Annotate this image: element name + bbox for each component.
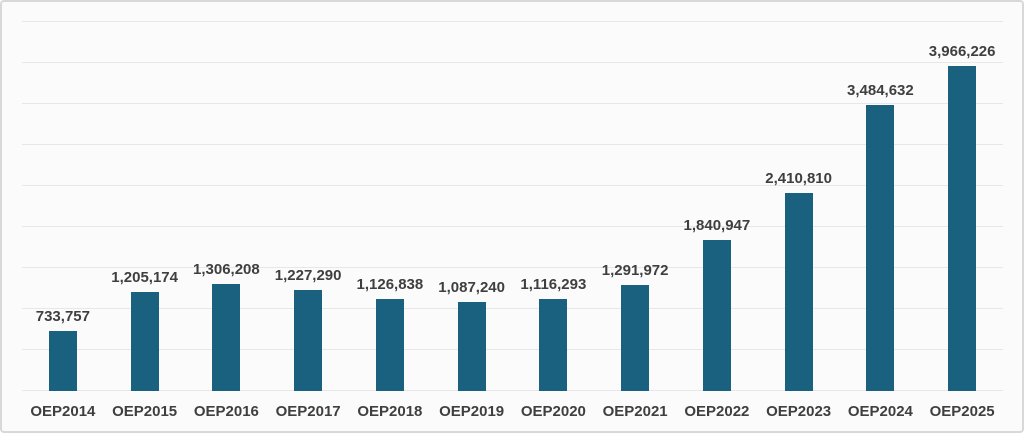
bar-slot: 1,227,290: [267, 22, 349, 391]
bar-value-label: 3,966,226: [928, 42, 996, 60]
x-axis-label: OEP2022: [684, 402, 750, 420]
x-axis-label: OEP2020: [520, 402, 586, 420]
grid-layer: [22, 21, 1003, 391]
bar-value-label: 1,087,240: [438, 278, 505, 296]
bar-slot: 1,205,174: [104, 22, 186, 391]
bar-value-label: 2,410,810: [765, 170, 832, 188]
bars-layer: 733,757 1,205,174 1,306,208 1,227,290 1,126,…: [22, 22, 1003, 391]
bar-value-label: 1,291,972: [601, 262, 669, 280]
bar: [130, 292, 159, 391]
bar-value-label: 1,126,838: [356, 275, 424, 293]
x-axis-label: OEP2017: [275, 402, 341, 420]
bar-slot: 1,291,972: [594, 22, 676, 391]
x-axis-label: OEP2025: [929, 402, 995, 420]
gridline: [22, 267, 1003, 268]
bar-value-label: 1,205,174: [111, 269, 178, 287]
bar: [539, 299, 568, 391]
x-axis-label: OEP2016: [193, 402, 259, 420]
bar: [375, 298, 404, 391]
bar: [212, 283, 241, 391]
gridline: [22, 103, 1003, 104]
x-axis-label: OEP2024: [847, 402, 913, 420]
bar-slot: 1,116,293: [513, 22, 595, 391]
gridline: [22, 144, 1003, 145]
bar-value-label: 1,306,208: [193, 260, 260, 278]
bar: [702, 240, 731, 391]
bar-slot: 3,484,632: [840, 22, 922, 391]
bar: [866, 105, 895, 391]
bar-slot: 1,306,208: [186, 22, 268, 391]
bar-value-label: 1,227,290: [274, 267, 342, 285]
x-axis-label: OEP2018: [357, 402, 423, 420]
x-axis-label: OEP2023: [766, 402, 832, 420]
x-axis-label: OEP2021: [602, 402, 668, 420]
bar: [784, 193, 813, 391]
bar: [457, 301, 486, 391]
gridline: [22, 349, 1003, 350]
bar: [948, 65, 977, 391]
gridline: [22, 226, 1003, 227]
bar-slot: 1,126,838: [349, 22, 431, 391]
bar-value-label: 733,757: [35, 307, 90, 325]
plot-area: 733,757 1,205,174 1,306,208 1,227,290 1,126,…: [22, 21, 1003, 391]
x-axis: OEP2014 OEP2015 OEP2016 OEP2017 OEP2018 OEP20…: [22, 391, 1003, 431]
x-axis-label: OEP2019: [439, 402, 505, 420]
bar-slot: 2,410,810: [758, 22, 840, 391]
gridline: [22, 21, 1003, 22]
bar-value-label: 3,484,632: [847, 82, 914, 100]
bar: [48, 330, 77, 391]
bar-value-label: 1,840,947: [683, 217, 751, 235]
x-axis-label: OEP2015: [112, 402, 178, 420]
bar-slot: 733,757: [22, 22, 104, 391]
bar-slot: 1,087,240: [431, 22, 513, 391]
gridline: [22, 185, 1003, 186]
bar-value-label: 1,116,293: [520, 276, 587, 294]
bar: [294, 290, 323, 391]
bar: [621, 285, 650, 391]
bar-slot: 3,966,226: [921, 22, 1003, 391]
gridline: [22, 62, 1003, 63]
bar-slot: 1,840,947: [676, 22, 758, 391]
gridline: [22, 390, 1003, 391]
gridline: [22, 308, 1003, 309]
x-axis-label: OEP2014: [30, 402, 96, 420]
